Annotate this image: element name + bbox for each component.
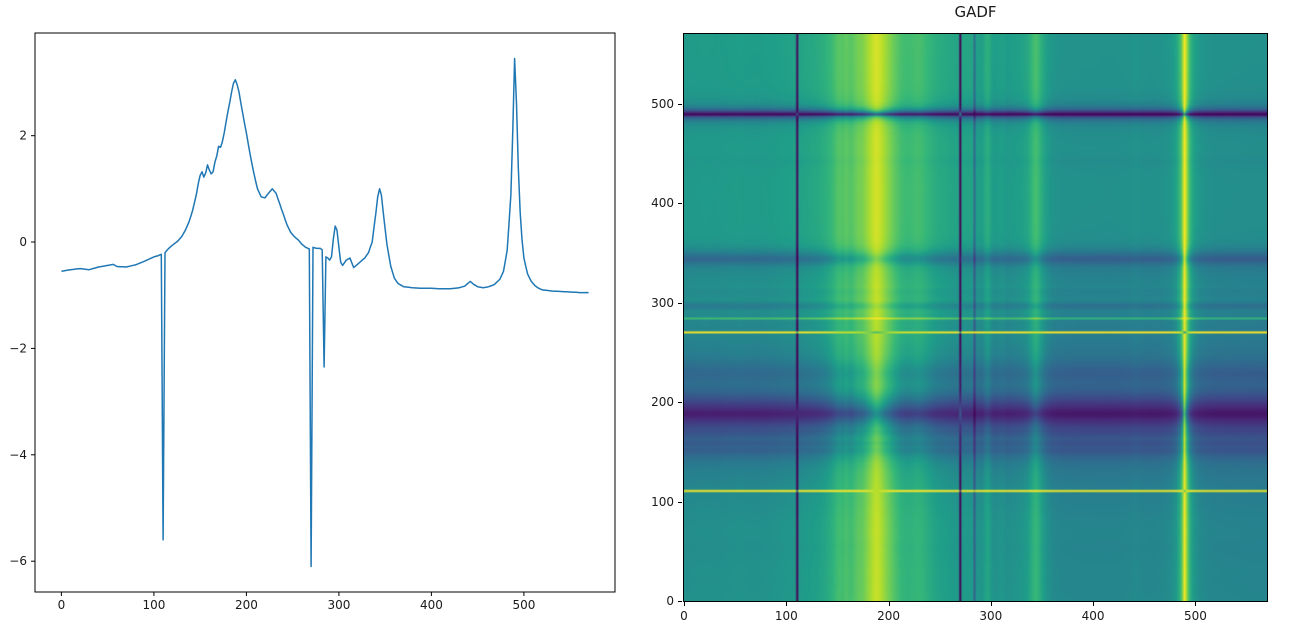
heatmap-y-tick-label: 0 (666, 594, 674, 608)
heatmap-x-tick-label: 0 (680, 609, 688, 623)
heatmap-y-tick-label: 500 (651, 96, 674, 111)
series-line (61, 57, 589, 568)
heatmap-frame (683, 33, 1268, 602)
x-tick-label: 100 (142, 598, 165, 612)
heatmap-x-tick-label: 100 (774, 609, 798, 623)
heatmap-x-tick (888, 602, 890, 606)
axes-box (34, 32, 616, 593)
heatmap-y-tick (678, 501, 682, 503)
line-plot: 0 100 200 300 400 500 −6 −4 −2 0 2 (9, 32, 616, 612)
heatmap-x-tick-label: 500 (1183, 609, 1207, 623)
heatmap-x-tick (684, 602, 685, 606)
heatmap-y-tick-label: 400 (651, 196, 674, 211)
gadf-heatmap (684, 34, 1267, 601)
heatmap-y-tick (678, 302, 682, 304)
heatmap-x-tick (990, 602, 992, 606)
y-tick-label: 2 (19, 129, 27, 143)
heatmap-y-tick (678, 103, 682, 105)
heatmap-x-tick-label: 300 (979, 609, 1003, 623)
heatmap-x-tick-label: 200 (877, 609, 900, 623)
x-tick-label: 400 (420, 598, 443, 612)
heatmap-x-tick-label: 400 (1081, 609, 1105, 623)
y-tick-label: −4 (9, 448, 27, 462)
heatmap-y-tick (678, 402, 682, 404)
x-tick-label: 200 (235, 598, 258, 612)
x-tick-label: 0 (58, 598, 66, 612)
y-tick-label: −6 (9, 554, 27, 568)
heatmap-y-tick (678, 203, 682, 205)
heatmap-title: GADF (954, 3, 997, 21)
heatmap-x-tick (1093, 602, 1095, 606)
heatmap-y-tick (678, 601, 682, 602)
x-tick-label: 500 (512, 598, 535, 612)
y-tick-label: 0 (19, 235, 27, 249)
heatmap-x-tick (1195, 602, 1197, 606)
x-tick-label: 300 (327, 598, 350, 612)
heatmap-y-tick-label: 200 (651, 395, 674, 410)
heatmap-y-tick-label: 100 (651, 494, 674, 509)
heatmap-x-tick (786, 602, 788, 606)
y-tick-label: −2 (9, 341, 27, 355)
heatmap-y-tick-label: 300 (651, 295, 674, 310)
